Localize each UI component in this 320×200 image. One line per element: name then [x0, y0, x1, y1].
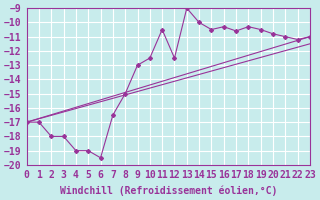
X-axis label: Windchill (Refroidissement éolien,°C): Windchill (Refroidissement éolien,°C)	[60, 185, 277, 196]
